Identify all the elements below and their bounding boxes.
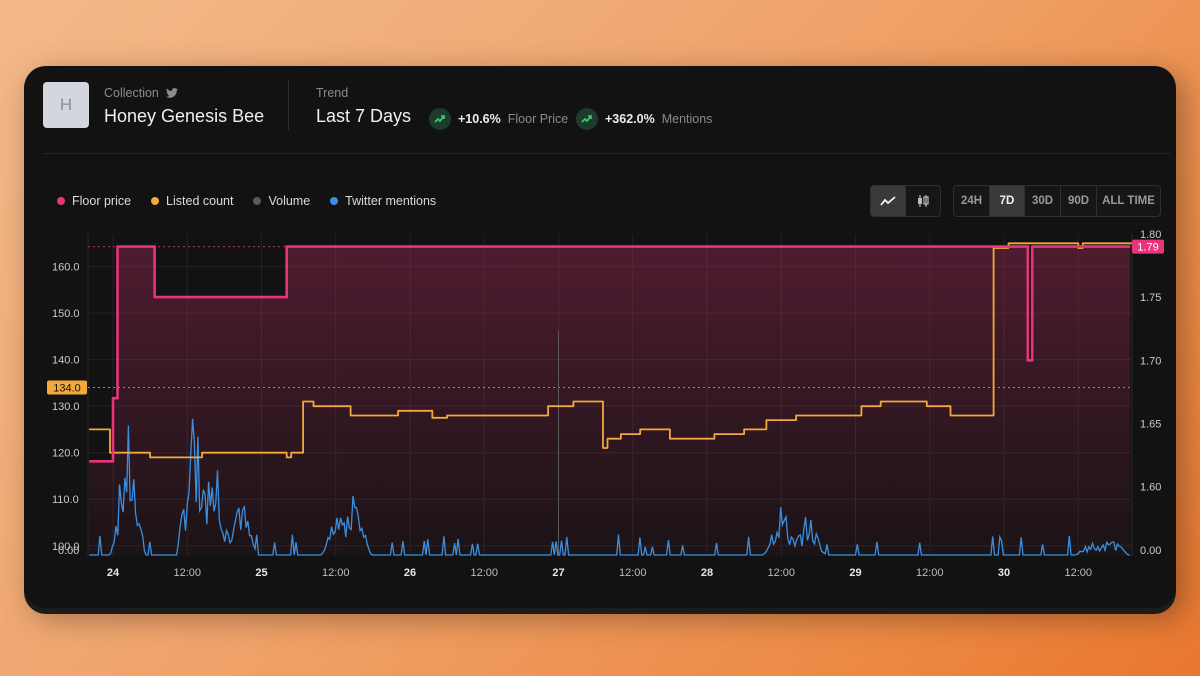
floor-price-change-value: +10.6% <box>458 112 501 126</box>
floor-price-change: +10.6% Floor Price <box>429 108 568 130</box>
x-tick-label: 12:00 <box>767 567 795 579</box>
candlestick-chart-button[interactable] <box>906 186 940 216</box>
right-axis-tick-label: 1.70 <box>1140 355 1161 367</box>
x-tick-label: 12:00 <box>470 567 498 579</box>
collection-label-text: Collection <box>104 86 159 100</box>
mentions-axis-zero-right: 0.00 <box>1140 545 1161 557</box>
legend-dot <box>151 197 160 205</box>
legend-listed-count[interactable]: Listed count <box>151 194 233 208</box>
x-tick-label: 24 <box>107 567 120 579</box>
floor-price-area <box>89 246 1131 556</box>
listed-count-current-badge <box>47 380 87 395</box>
listed-count-line <box>89 242 1132 459</box>
floor-price-current-badge <box>1132 239 1164 254</box>
x-tick-label: 29 <box>849 567 861 579</box>
chart-legend: Floor price Listed count Volume Twitter … <box>57 194 436 208</box>
floor-price-line <box>89 245 1131 463</box>
legend-label: Floor price <box>72 194 132 208</box>
x-tick-label: 28 <box>701 567 713 579</box>
header-divider <box>288 80 289 130</box>
chart-card: H Collection Honey Genesis Bee Trend Las… <box>24 66 1176 608</box>
x-tick-label: 12:00 <box>173 567 201 579</box>
right-axis-tick-label: 1.60 <box>1140 482 1161 494</box>
legend-volume[interactable]: Volume <box>253 194 310 208</box>
price-chart[interactable]: 24 12:00 25 12:00 26 12:00 27 12:00 28 12:00 29 12:… <box>24 66 1176 608</box>
right-axis-tick-label: 1.75 <box>1140 292 1161 304</box>
trend-up-icon <box>576 108 598 130</box>
range-24h-button[interactable]: 24H <box>954 186 990 216</box>
left-axis-tick-label: 140.0 <box>52 355 80 367</box>
x-tick-label: 12:00 <box>916 567 944 579</box>
collection-label: Collection <box>104 86 178 100</box>
candlestick-icon <box>918 195 929 207</box>
twitter-mentions-series <box>89 418 1130 556</box>
left-axis-tick-label: 120.0 <box>52 448 80 460</box>
x-tick-label: 27 <box>552 567 564 579</box>
right-axis-tick-label: 1.65 <box>1140 418 1161 430</box>
line-chart-icon <box>880 196 896 206</box>
left-axis-tick-label: 150.0 <box>52 308 80 320</box>
range-30d-button[interactable]: 30D <box>1025 186 1061 216</box>
x-tick-label: 26 <box>404 567 416 579</box>
mentions-change-value: +362.0% <box>605 112 655 126</box>
legend-label: Volume <box>268 194 311 208</box>
left-axis-tick-label: 110.0 <box>52 494 79 506</box>
legend-dot <box>57 197 65 205</box>
chart-lines <box>89 242 1132 463</box>
trend-label: Trend <box>316 86 349 100</box>
section-divider <box>43 153 1170 154</box>
legend-twitter-mentions[interactable]: Twitter mentions <box>330 194 436 208</box>
line-chart-button[interactable] <box>871 186 906 216</box>
legend-dot <box>253 197 262 205</box>
floor-price-current-label: 1.79 <box>1137 242 1158 254</box>
left-axis-tick-label: 100.0 <box>52 541 80 553</box>
mentions-change: +362.0% Mentions <box>576 108 712 130</box>
listed-count-current-label: 134.0 <box>53 383 81 395</box>
floor-price-area-fill <box>89 246 1131 556</box>
trend-period: Last 7 Days <box>316 106 412 126</box>
left-axis-tick-label: 160.0 <box>52 262 80 274</box>
x-tick-label: 12:00 <box>1064 567 1092 579</box>
range-90d-button[interactable]: 90D <box>1061 186 1097 216</box>
collection-avatar: H <box>43 82 89 128</box>
legend-dot <box>330 197 339 205</box>
x-tick-label: 25 <box>255 567 267 579</box>
mentions-change-label: Mentions <box>661 112 713 126</box>
legend-label: Listed count <box>166 194 234 208</box>
range-7d-button[interactable]: 7D <box>990 186 1025 216</box>
floor-price-change-label: Floor Price <box>507 112 569 126</box>
twitter-icon[interactable] <box>165 88 178 98</box>
x-tick-label: 30 <box>998 567 1010 579</box>
x-tick-label: 12:00 <box>619 567 647 579</box>
left-axis-tick-label: 130.0 <box>52 401 80 413</box>
legend-floor-price[interactable]: Floor price <box>57 194 131 208</box>
mentions-axis-zero-left: 0.00 <box>58 545 79 557</box>
time-range-toggle: 24H 7D 30D 90D ALL TIME <box>953 185 1161 217</box>
x-tick-label: 12:00 <box>322 567 350 579</box>
legend-label: Twitter mentions <box>345 194 437 208</box>
chart-axes: 24 12:00 25 12:00 26 12:00 27 12:00 28 12:00 29 12:… <box>47 229 1164 579</box>
trend-up-icon <box>429 108 451 130</box>
chart-type-toggle <box>870 185 941 217</box>
collection-name: Honey Genesis Bee <box>104 106 265 126</box>
mentions-line <box>89 418 1130 556</box>
right-axis-tick-label: 1.80 <box>1140 229 1161 241</box>
range-all-time-button[interactable]: ALL TIME <box>1102 195 1155 207</box>
